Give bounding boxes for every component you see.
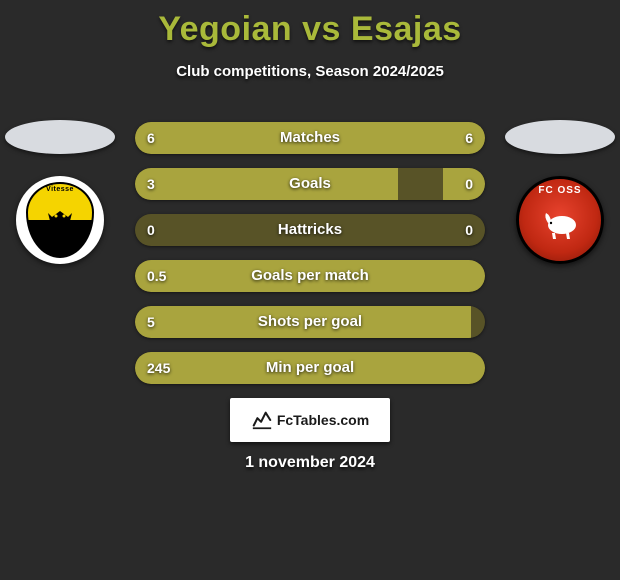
fctables-logo: FcTables.com bbox=[230, 398, 390, 442]
stat-label: Shots per goal bbox=[135, 306, 485, 338]
club-right-name: FC OSS bbox=[538, 185, 581, 196]
player-left-column: Vitesse bbox=[5, 120, 115, 264]
stat-value-right: 6 bbox=[465, 122, 473, 154]
chart-icon bbox=[251, 409, 273, 431]
stat-row: 0Hattricks0 bbox=[135, 214, 485, 246]
stat-label: Goals bbox=[135, 168, 485, 200]
player-left-avatar-placeholder bbox=[5, 120, 115, 154]
player-right-avatar-placeholder bbox=[505, 120, 615, 154]
logo-text: FcTables.com bbox=[277, 412, 369, 428]
vitesse-shield: Vitesse bbox=[26, 182, 94, 258]
club-left-name: Vitesse bbox=[46, 186, 74, 193]
bull-icon bbox=[538, 207, 582, 241]
comparison-infographic: Yegoian vs Esajas Club competitions, Sea… bbox=[0, 0, 620, 580]
stat-label: Goals per match bbox=[135, 260, 485, 292]
player-right-column: FC OSS bbox=[505, 120, 615, 264]
stat-label: Min per goal bbox=[135, 352, 485, 384]
stat-row: 0.5Goals per match bbox=[135, 260, 485, 292]
club-left-badge: Vitesse bbox=[16, 176, 104, 264]
club-right-badge: FC OSS bbox=[516, 176, 604, 264]
stat-label: Hattricks bbox=[135, 214, 485, 246]
stat-row: 3Goals0 bbox=[135, 168, 485, 200]
page-title: Yegoian vs Esajas bbox=[0, 0, 620, 49]
footer-date: 1 november 2024 bbox=[0, 454, 620, 472]
stat-label: Matches bbox=[135, 122, 485, 154]
stat-value-right: 0 bbox=[465, 168, 473, 200]
stat-row: 5Shots per goal bbox=[135, 306, 485, 338]
stat-value-right: 0 bbox=[465, 214, 473, 246]
stat-row: 245Min per goal bbox=[135, 352, 485, 384]
stat-row: 6Matches6 bbox=[135, 122, 485, 154]
subtitle: Club competitions, Season 2024/2025 bbox=[0, 63, 620, 80]
stats-bars: 6Matches63Goals00Hattricks00.5Goals per … bbox=[135, 122, 485, 398]
eagle-icon bbox=[40, 203, 80, 243]
